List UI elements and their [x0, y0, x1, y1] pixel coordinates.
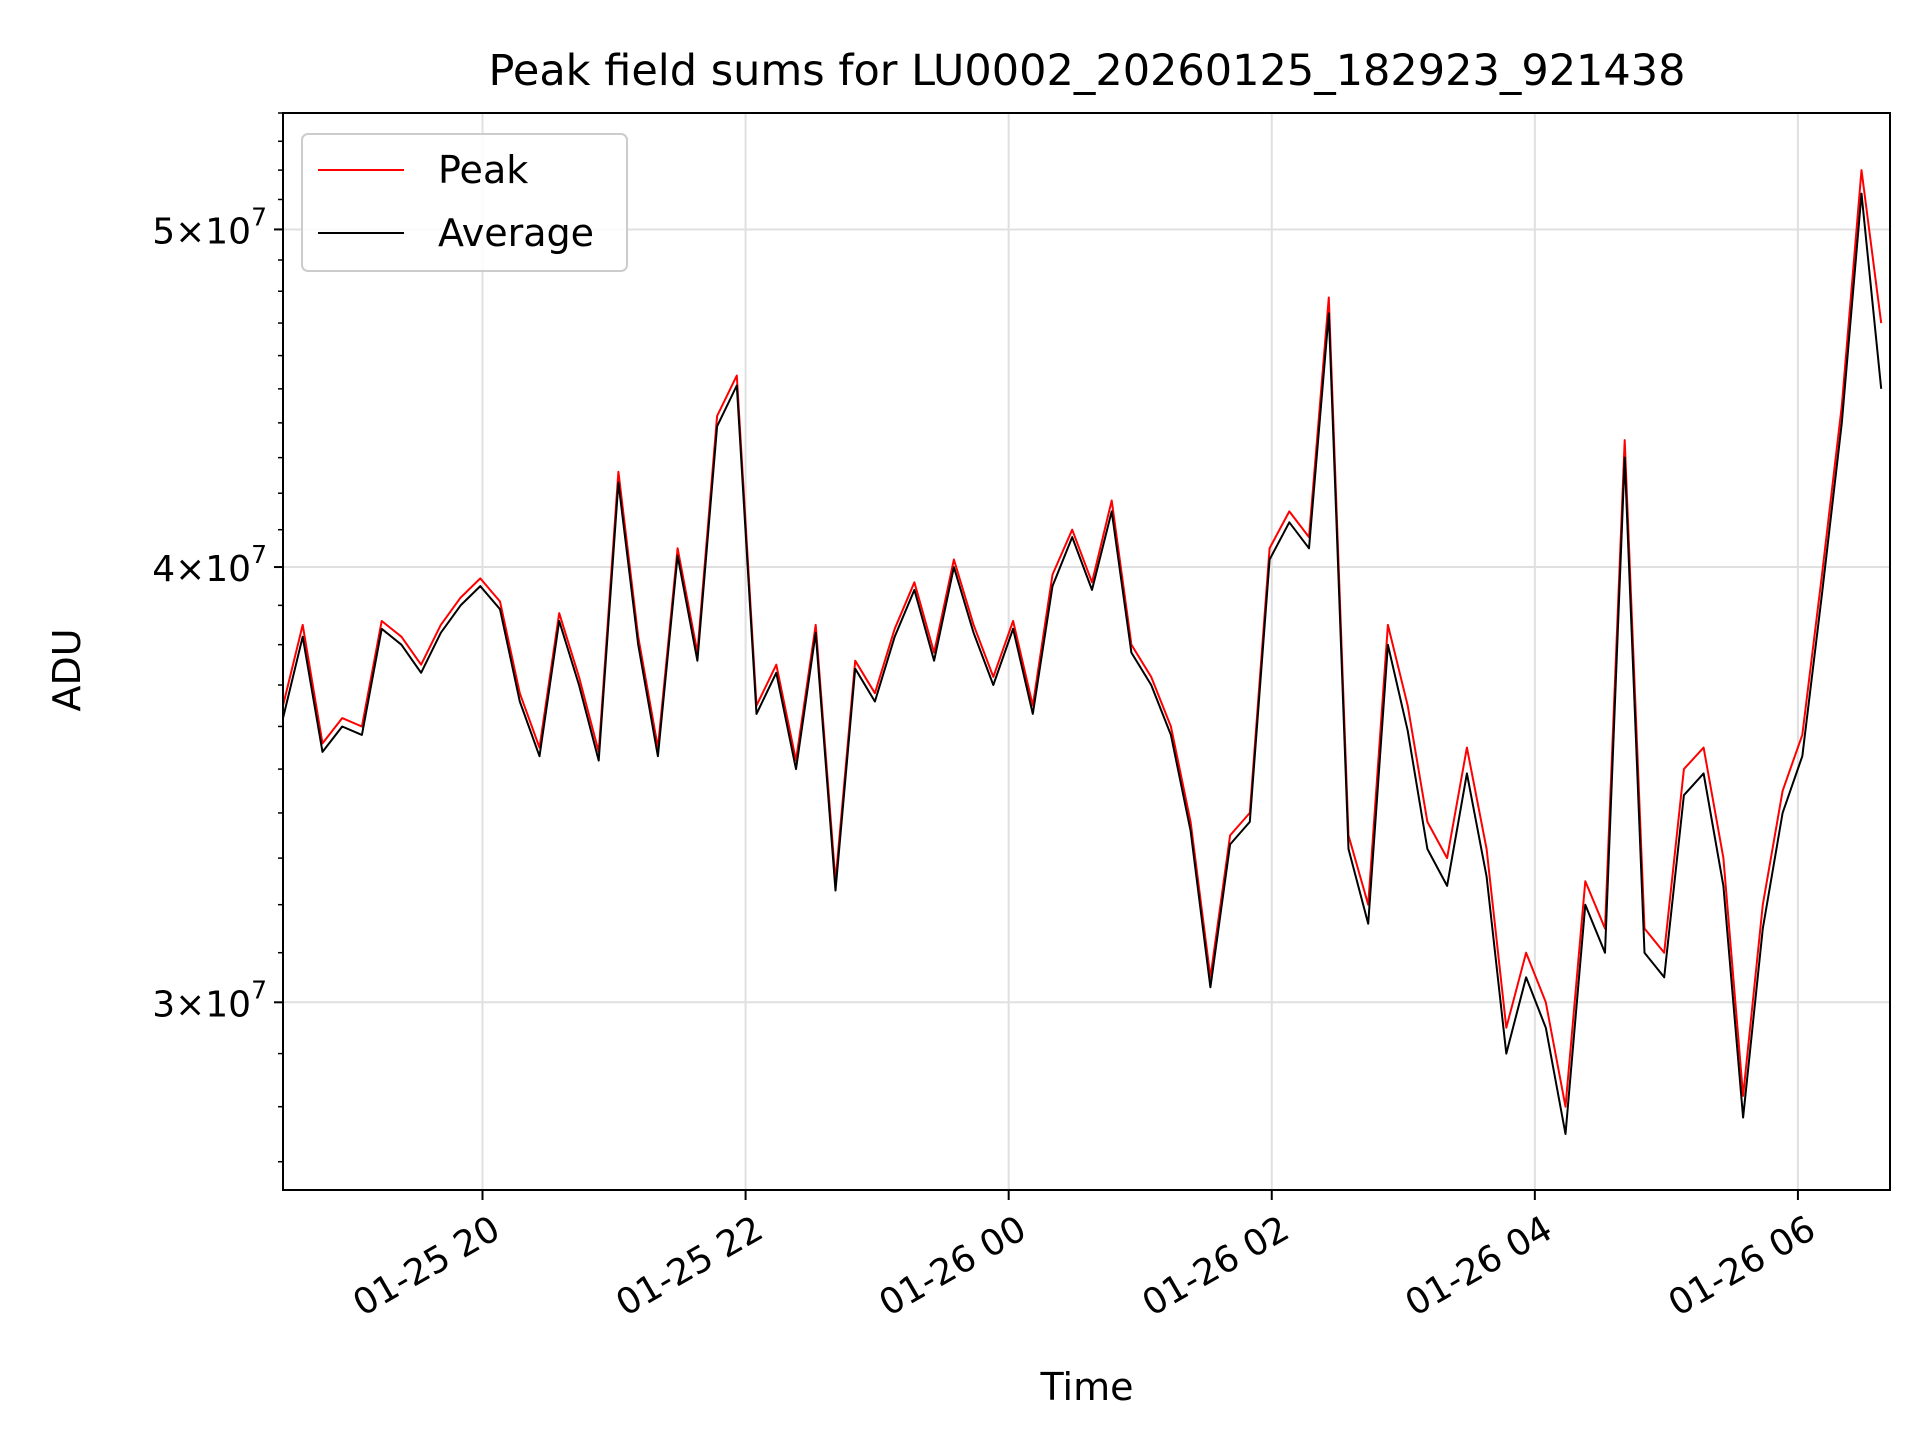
plot-frame [282, 112, 1891, 1191]
y-tick-mantissa: 5 [152, 211, 175, 252]
y-tick-exponent: 7 [251, 540, 267, 569]
chart-title: Peak field sums for LU0002_20260125_1829… [488, 46, 1685, 96]
legend-box [301, 133, 628, 272]
y-tick-times-ten: ×10 [175, 211, 251, 252]
series-group [282, 169, 1883, 1135]
y-tick-exponent: 7 [251, 202, 267, 231]
y-axis-label: ADU [45, 628, 89, 711]
y-tick-mantissa: 4 [152, 549, 175, 590]
y-tick-times-ten: ×10 [175, 984, 251, 1025]
y-tick-exponent: 7 [251, 975, 267, 1004]
y-tick-mantissa: 3 [152, 984, 175, 1025]
legend-label: Average [438, 211, 594, 255]
y-tick-label: 5×107 [152, 202, 267, 252]
legend-label: Peak [438, 148, 528, 192]
y-tick-label: 4×107 [152, 540, 267, 590]
y-tick-times-ten: ×10 [175, 549, 251, 590]
series-line-average [282, 192, 1883, 1135]
y-tick-label: 3×107 [152, 975, 267, 1025]
legend: Peak Average [301, 133, 628, 272]
x-axis-label: Time [1040, 1365, 1134, 1409]
